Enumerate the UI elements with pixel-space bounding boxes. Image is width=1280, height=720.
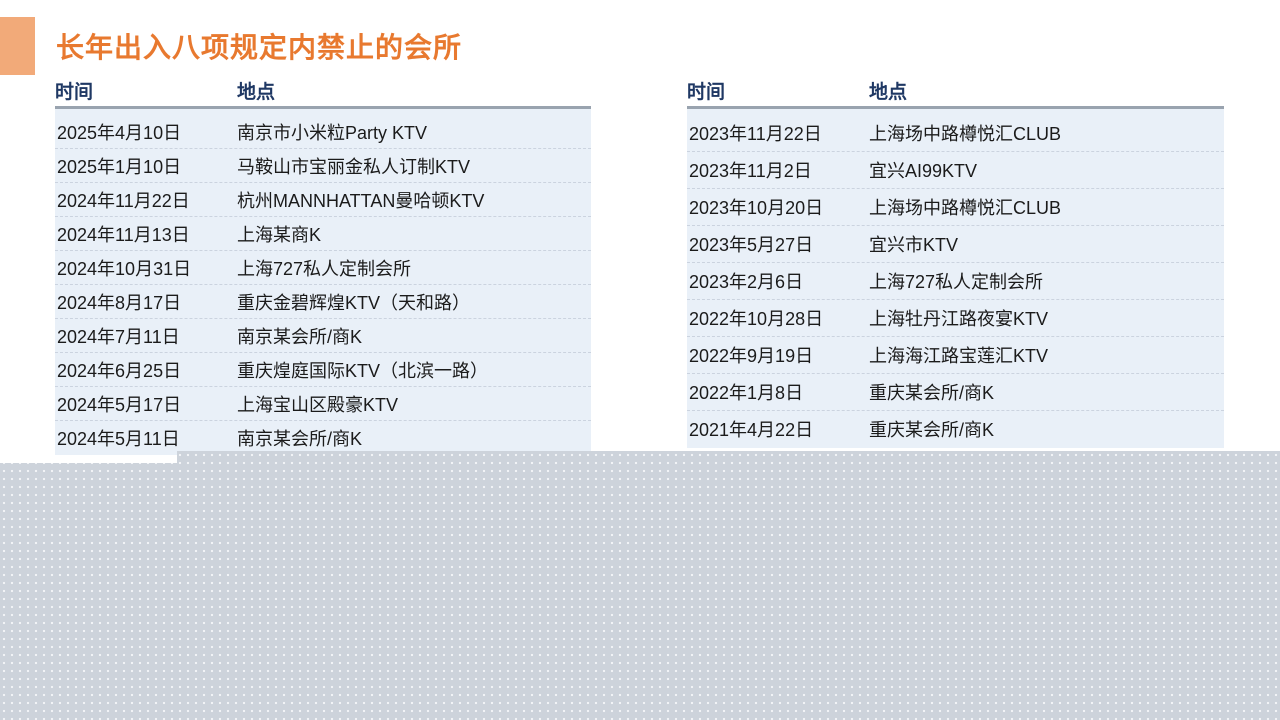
cell-date: 2025年1月10日 (57, 156, 182, 177)
cell-location: 上海场中路樽悦汇CLUB (869, 124, 1062, 144)
cell-date: 2021年4月22日 (689, 420, 814, 440)
table-row: 2025年1月10日 马鞍山市宝丽金私人订制KTV (55, 149, 591, 183)
cell-date: 2024年11月22日 (57, 190, 190, 211)
cell-date: 2024年6月25日 (57, 360, 182, 381)
cell-location: 南京市小米粒Party KTV (237, 122, 428, 143)
table-row: 2024年5月11日 南京某会所/商K (55, 421, 591, 455)
cell-date: 2025年4月10日 (57, 122, 182, 143)
table-row: 2023年11月2日 宜兴AI99KTV (687, 152, 1224, 189)
club-table-left: 时间 地点 2025年4月10日 南京市小米粒Party KTV 2025年1月… (55, 82, 591, 455)
table-row: 2023年11月22日 上海场中路樽悦汇CLUB (687, 115, 1224, 152)
cell-date: 2024年5月17日 (57, 394, 182, 415)
table-row: 2024年11月22日 杭州MANNHATTAN曼哈顿KTV (55, 183, 591, 217)
table-row: 2024年5月17日 上海宝山区殿豪KTV (55, 387, 591, 421)
table-header-row: 时间 地点 (687, 82, 1224, 109)
cell-date: 2023年10月20日 (689, 198, 824, 218)
bottom-gray-overlay (0, 451, 1280, 720)
cell-date: 2022年10月28日 (689, 309, 824, 329)
table-body: 2025年4月10日 南京市小米粒Party KTV 2025年1月10日 马鞍… (55, 109, 591, 455)
cell-date: 2024年5月11日 (57, 428, 180, 449)
cell-location: 重庆金碧辉煌KTV（天和路） (237, 292, 471, 313)
table-row: 2023年2月6日 上海727私人定制会所 (687, 263, 1224, 300)
cell-date: 2024年8月17日 (57, 292, 182, 313)
table-row: 2022年9月19日 上海海江路宝莲汇KTV (687, 337, 1224, 374)
cell-location: 宜兴AI99KTV (869, 161, 978, 181)
cell-location: 杭州MANNHATTAN曼哈顿KTV (237, 190, 485, 211)
cell-location: 重庆煌庭国际KTV（北滨一路） (237, 360, 489, 381)
cell-date: 2022年1月8日 (689, 383, 804, 403)
table-row: 2022年1月8日 重庆某会所/商K (687, 374, 1224, 411)
column-header-location: 地点 (869, 82, 908, 103)
cell-date: 2023年5月27日 (689, 235, 814, 255)
table-row: 2024年10月31日 上海727私人定制会所 (55, 251, 591, 285)
table-row: 2023年5月27日 宜兴市KTV (687, 226, 1224, 263)
slide-title: 长年出入八项规定内禁止的会所 (56, 32, 463, 63)
cell-date: 2023年2月6日 (689, 272, 804, 292)
cell-location: 上海727私人定制会所 (237, 258, 412, 279)
cell-location: 上海某商K (237, 224, 322, 245)
cell-location: 南京某会所/商K (237, 326, 363, 347)
cell-date: 2022年9月19日 (689, 346, 814, 366)
cell-location: 上海牡丹江路夜宴KTV (869, 309, 1049, 329)
table-row: 2025年4月10日 南京市小米粒Party KTV (55, 115, 591, 149)
cell-date: 2024年7月11日 (57, 326, 180, 347)
table-row: 2024年11月13日 上海某商K (55, 217, 591, 251)
cell-location: 上海场中路樽悦汇CLUB (869, 198, 1062, 218)
cell-location: 南京某会所/商K (237, 428, 363, 449)
cell-date: 2023年11月22日 (689, 124, 822, 144)
cell-date: 2023年11月2日 (689, 161, 812, 181)
title-accent-marker (0, 17, 35, 75)
table-row: 2024年7月11日 南京某会所/商K (55, 319, 591, 353)
table-row: 2022年10月28日 上海牡丹江路夜宴KTV (687, 300, 1224, 337)
cell-location: 重庆某会所/商K (869, 420, 995, 440)
column-header-time: 时间 (55, 82, 94, 103)
cell-location: 宜兴市KTV (869, 235, 959, 255)
cell-date: 2024年11月13日 (57, 224, 190, 245)
table-row: 2024年6月25日 重庆煌庭国际KTV（北滨一路） (55, 353, 591, 387)
table-header-row: 时间 地点 (55, 82, 591, 109)
cell-location: 重庆某会所/商K (869, 383, 995, 403)
cell-location: 上海海江路宝莲汇KTV (869, 346, 1049, 366)
cell-location: 马鞍山市宝丽金私人订制KTV (237, 156, 471, 177)
table-row: 2024年8月17日 重庆金碧辉煌KTV（天和路） (55, 285, 591, 319)
column-header-time: 时间 (687, 82, 726, 103)
cell-location: 上海727私人定制会所 (869, 272, 1044, 292)
table-body: 2023年11月22日 上海场中路樽悦汇CLUB 2023年11月2日 宜兴AI… (687, 109, 1224, 448)
cell-location: 上海宝山区殿豪KTV (237, 394, 399, 415)
table-row: 2023年10月20日 上海场中路樽悦汇CLUB (687, 189, 1224, 226)
club-table-right: 时间 地点 2023年11月22日 上海场中路樽悦汇CLUB 2023年11月2… (687, 82, 1224, 448)
table-row: 2021年4月22日 重庆某会所/商K (687, 411, 1224, 448)
cell-date: 2024年10月31日 (57, 258, 192, 279)
column-header-location: 地点 (237, 82, 276, 103)
